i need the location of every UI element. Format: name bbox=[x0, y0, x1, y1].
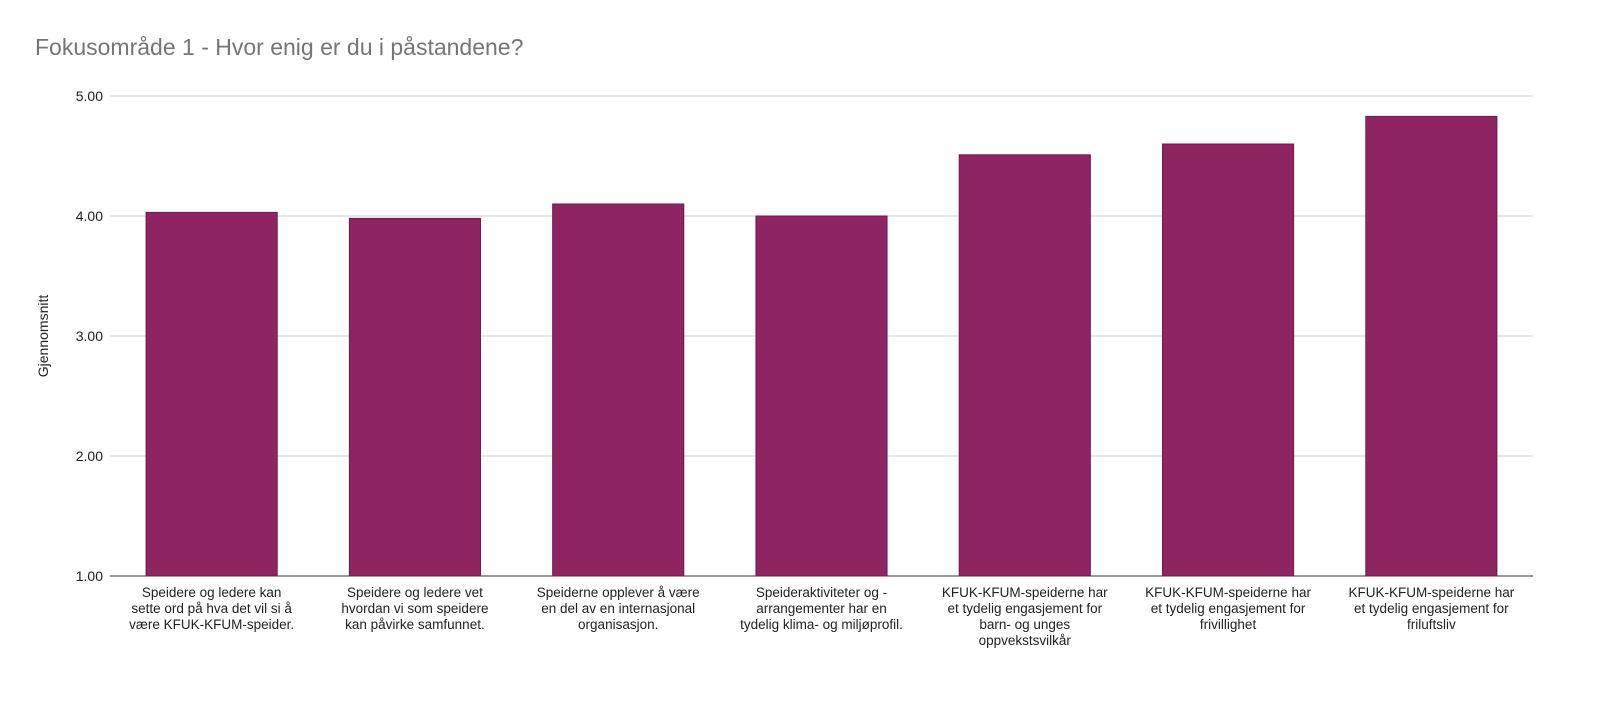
x-category-label-line: være KFUK-KFUM-speider. bbox=[129, 617, 295, 632]
x-category-label-line: KFUK-KFUM-speiderne har bbox=[1348, 585, 1515, 600]
x-category-label: Speiderne opplever å være en del av en in… bbox=[523, 585, 713, 633]
x-category-label-line: Speidere og ledere kan bbox=[141, 585, 282, 600]
x-category-label-line: organisasjon. bbox=[578, 617, 659, 632]
x-category-label-line: sette ord på hva det vil si å bbox=[131, 601, 292, 616]
x-category-label-line: et tydelig engasjement for bbox=[1150, 601, 1306, 616]
x-category-label: KFUK-KFUM-speiderne har et tydelig engasj… bbox=[930, 585, 1120, 649]
x-category-label-line: Speiderne opplever å være bbox=[536, 585, 700, 600]
y-tick-label: 3.00 bbox=[76, 328, 103, 344]
bar bbox=[755, 215, 888, 577]
x-category-label-line: hvordan vi som speidere bbox=[341, 601, 489, 616]
bar bbox=[552, 203, 685, 577]
x-category-label: KFUK-KFUM-speiderne har et tydelig engasj… bbox=[1336, 585, 1526, 633]
x-category-label-line: tydelig klima- og miljøprofil. bbox=[740, 617, 903, 632]
x-category-label-line: Speideraktiviteter og - bbox=[755, 585, 888, 600]
x-category-label: KFUK-KFUM-speiderne har et tydelig engasj… bbox=[1133, 585, 1323, 633]
x-category-label-line: friluftsliv bbox=[1406, 617, 1456, 632]
x-category-label-line: barn- og unges bbox=[979, 617, 1071, 632]
bar bbox=[958, 154, 1091, 577]
x-category-label-line: et tydelig engasjement for bbox=[947, 601, 1103, 616]
x-category-label: Speidere og ledere kan sette ord på hva d… bbox=[117, 585, 307, 633]
x-category-label-line: en del av en internasjonal bbox=[541, 601, 696, 616]
y-tick-label: 5.00 bbox=[76, 88, 103, 104]
x-category-label: Speidere og ledere vet hvordan vi som spe… bbox=[320, 585, 510, 633]
x-category-label-line: KFUK-KFUM-speiderne har bbox=[1145, 585, 1311, 600]
x-category-label-line: Speidere og ledere vet bbox=[347, 585, 483, 600]
y-axis-title: Gjennomsnitt bbox=[35, 295, 51, 378]
y-tick-label: 1.00 bbox=[76, 568, 103, 584]
x-category-label-line: KFUK-KFUM-speiderne har bbox=[941, 585, 1108, 600]
x-category-label-line: oppvekstsvilkår bbox=[978, 633, 1071, 648]
y-tick-label: 4.00 bbox=[76, 208, 103, 224]
x-category-label-line: et tydelig engasjement for bbox=[1354, 601, 1509, 616]
x-category-label: Speideraktiviteter og - arrangementer har… bbox=[727, 585, 917, 633]
chart-title: Fokusområde 1 - Hvor enig er du i påstan… bbox=[35, 34, 524, 60]
x-category-label-line: arrangementer har en bbox=[756, 601, 887, 616]
bar bbox=[348, 217, 481, 577]
bar bbox=[145, 211, 278, 577]
x-category-label-line: kan påvirke samfunnet. bbox=[345, 617, 485, 632]
bar bbox=[1162, 143, 1295, 577]
y-tick-label: 2.00 bbox=[76, 448, 103, 464]
x-category-label-line: frivillighet bbox=[1199, 617, 1257, 632]
bar bbox=[1365, 115, 1498, 577]
